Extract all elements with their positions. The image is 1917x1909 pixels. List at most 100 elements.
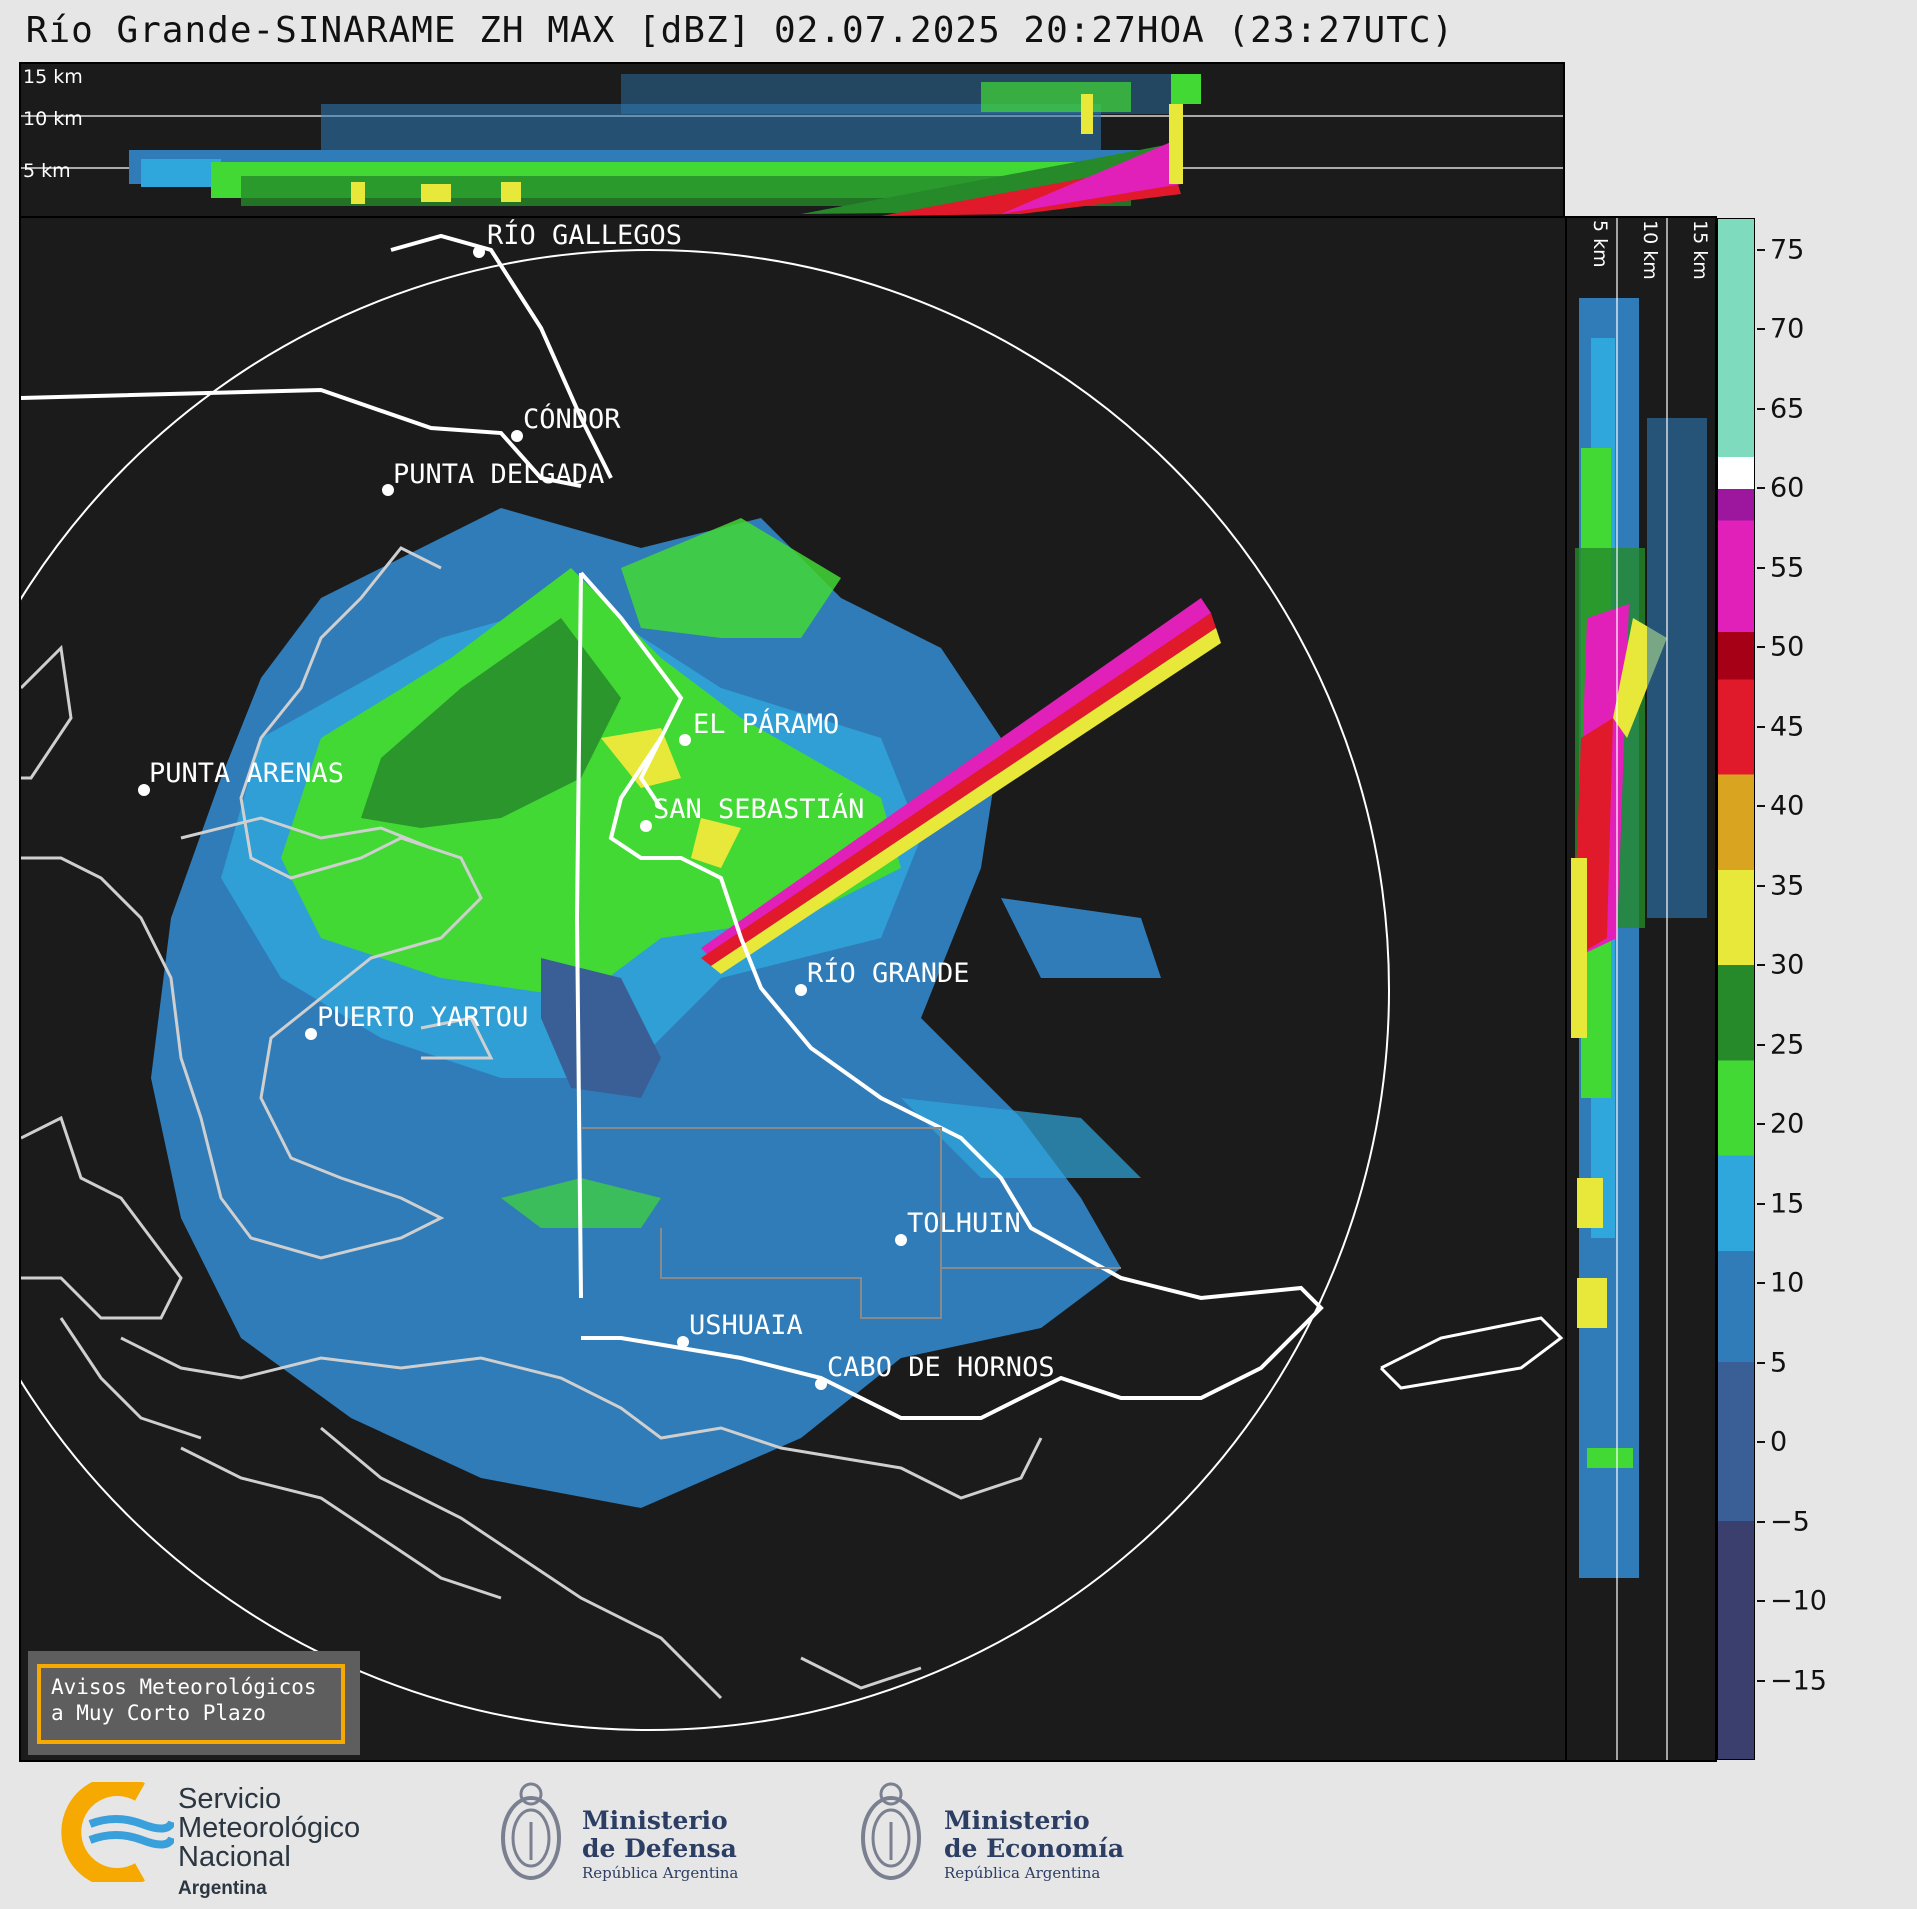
range-ring	[21, 249, 1390, 1731]
label-cabo-de-hornos: CABO DE HORNOS	[827, 1352, 1055, 1383]
smn-line-4: Argentina	[178, 1878, 267, 1899]
chart-title: Río Grande-SINARAME ZH MAX [dBZ] 02.07.2…	[25, 10, 1455, 51]
reflectivity-echo	[151, 508, 1221, 1508]
colorbar-tick-label: −15	[1770, 1665, 1827, 1696]
defensa-line-1: Ministerio	[582, 1806, 728, 1835]
colorbar-tick-mark	[1757, 725, 1765, 728]
marker-ushuaia	[677, 1336, 689, 1348]
top-label-5km: 5 km	[23, 160, 71, 182]
colorbar-tick-label: 5	[1770, 1347, 1788, 1379]
colorbar-tick-label: 45	[1770, 711, 1805, 743]
colorbar-tick-mark	[1757, 1679, 1765, 1682]
label-rio-gallegos: RÍO GALLEGOS	[487, 219, 682, 251]
islands-east	[1379, 1316, 1564, 1390]
colorbar-tick-label: 35	[1770, 870, 1805, 902]
economia-line-3: República Argentina	[944, 1864, 1101, 1882]
radar-map-panel: RÍO GALLEGOS CÓNDOR PUNTA DELGADA EL PÁR…	[19, 216, 1567, 1762]
colorbar-tick-mark	[1757, 566, 1765, 569]
province-lines	[581, 1127, 1121, 1319]
label-ushuaia: USHUAIA	[689, 1310, 803, 1341]
marker-cabo-de-hornos	[815, 1378, 827, 1390]
radar-map: RÍO GALLEGOS CÓNDOR PUNTA DELGADA EL PÁR…	[21, 219, 1564, 1731]
colorbar-tick-label: 60	[1770, 472, 1805, 504]
colorbar-tick-mark	[1757, 884, 1765, 887]
label-tolhuin: TOLHUIN	[907, 1208, 1021, 1239]
avisos-line-2: a Muy Corto Plazo	[51, 1701, 266, 1725]
label-san-sebastian: SAN SEBASTIÁN	[653, 793, 864, 825]
economia-line-2: de Economía	[944, 1834, 1125, 1863]
colorbar-tick-label: 55	[1770, 552, 1805, 584]
marker-tolhuin	[895, 1234, 907, 1246]
avisos-line-1: Avisos Meteorológicos	[51, 1675, 317, 1699]
colorbar-tick-label: 75	[1770, 234, 1805, 266]
colorbar-tick-label: −10	[1770, 1585, 1827, 1617]
coastlines	[21, 546, 1043, 1700]
side-cross-section-plot	[1571, 218, 1707, 1760]
top-label-10km: 10 km	[23, 108, 83, 130]
avisos-box	[28, 1651, 360, 1755]
colorbar-tick-label: 30	[1770, 949, 1805, 981]
colorbar-tick-mark	[1757, 1520, 1765, 1523]
boundaries	[21, 233, 1324, 1420]
label-el-paramo: EL PÁRAMO	[693, 708, 839, 740]
colorbar-tick-label: 65	[1770, 393, 1805, 425]
smn-logo-icon	[61, 1782, 174, 1882]
economia-seal-icon	[861, 1782, 921, 1880]
smn-line-3: Nacional	[178, 1841, 291, 1873]
colorbar-tick-mark	[1757, 487, 1765, 490]
colorbar-tick-mark	[1757, 407, 1765, 410]
marker-rio-grande	[795, 984, 807, 996]
colorbar-tick-mark	[1757, 964, 1765, 967]
colorbar-tick-mark	[1757, 1282, 1765, 1285]
colorbar-tick-label: −5	[1770, 1506, 1810, 1538]
side-cross-section-echo	[1571, 298, 1707, 1578]
colorbar-tick-label: 20	[1770, 1108, 1805, 1140]
label-punta-arenas: PUNTA ARENAS	[149, 758, 344, 789]
colorbar-tick-label: 10	[1770, 1267, 1805, 1299]
colorbar-tick-mark	[1757, 1202, 1765, 1205]
marker-condor	[511, 430, 523, 442]
colorbar-tick-label: 0	[1770, 1426, 1788, 1458]
colorbar-tick-mark	[1757, 646, 1765, 649]
economia-line-1: Ministerio	[944, 1806, 1090, 1835]
colorbar-tick-label: 70	[1770, 313, 1805, 345]
defensa-line-3: República Argentina	[582, 1864, 739, 1882]
label-condor: CÓNDOR	[523, 403, 621, 435]
defensa-seal-icon	[501, 1782, 561, 1880]
label-punta-delgada: PUNTA DELGADA	[393, 459, 604, 490]
colorbar	[1717, 218, 1755, 1760]
marker-punta-delgada	[382, 484, 394, 496]
defensa-line-2: de Defensa	[582, 1834, 737, 1863]
colorbar-tick-label: 50	[1770, 631, 1805, 663]
city-markers	[138, 246, 907, 1390]
top-cross-section-panel: 15 km 10 km 5 km	[19, 62, 1565, 218]
top-cross-section-echo	[129, 74, 1201, 216]
colorbar-tick-mark	[1757, 1441, 1765, 1444]
avisos-frame: Avisos Meteorológicos a Muy Corto Plazo	[37, 1664, 345, 1744]
top-label-15km: 15 km	[23, 66, 83, 88]
top-cross-section-plot	[21, 74, 1563, 216]
side-cross-section-panel: 5 km 10 km 15 km	[1565, 216, 1717, 1762]
colorbar-tick-label: 40	[1770, 790, 1805, 822]
side-label-10km: 10 km	[1639, 220, 1661, 280]
marker-san-sebastian	[640, 820, 652, 832]
side-label-5km: 5 km	[1589, 220, 1611, 268]
smn-line-2: Meteorológico	[178, 1812, 361, 1844]
label-puerto-yartou: PUERTO YARTOU	[317, 1002, 528, 1033]
marker-puerto-yartou	[305, 1028, 317, 1040]
label-rio-grande: RÍO GRANDE	[807, 957, 970, 989]
marker-rio-gallegos	[473, 246, 485, 258]
marker-el-paramo	[679, 734, 691, 746]
colorbar-tick-mark	[1757, 328, 1765, 331]
colorbar-tick-label: 25	[1770, 1029, 1805, 1061]
colorbar-tick-mark	[1757, 1123, 1765, 1126]
city-labels: RÍO GALLEGOS CÓNDOR PUNTA DELGADA EL PÁR…	[149, 219, 1055, 1383]
smn-line-1: Servicio	[178, 1783, 282, 1815]
colorbar-tick-mark	[1757, 1043, 1765, 1046]
colorbar-tick-label: 15	[1770, 1188, 1805, 1220]
colorbar-tick-mark	[1757, 248, 1765, 251]
side-label-15km: 15 km	[1689, 220, 1711, 280]
colorbar-tick-mark	[1757, 1600, 1765, 1603]
colorbar-tick-mark	[1757, 805, 1765, 808]
marker-punta-arenas	[138, 784, 150, 796]
